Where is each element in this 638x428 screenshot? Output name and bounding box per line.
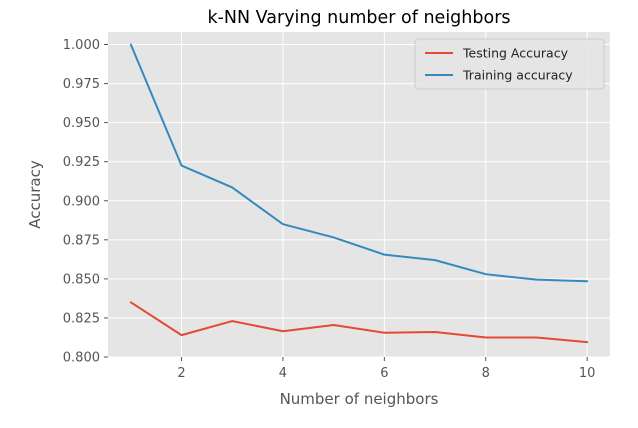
x-tick-label: 8 [482,366,490,381]
legend-box [414,38,605,90]
x-axis-label: Number of neighbors [280,390,439,408]
y-tick-label: 0.875 [63,233,100,248]
series-line-testing-accuracy [129,301,589,344]
legend-label: Training accuracy [462,68,573,83]
series-layer [129,43,589,344]
y-axis-label: Accuracy [26,160,44,229]
y-tick-label: 0.925 [63,155,100,170]
y-tick-label: 0.800 [63,351,100,366]
x-tick-label: 10 [579,366,596,381]
tick-layer: 0.800 0.825 0.850 0.875 0.900 0.925 0.950 0.975… [63,38,596,381]
legend: Testing Accuracy Training accuracy [414,38,605,90]
y-tick-label: 0.950 [63,116,100,131]
x-tick-label: 4 [279,366,287,381]
y-tick-label: 0.900 [63,194,100,209]
legend-label: Testing Accuracy [462,46,569,61]
x-tick-label: 6 [380,366,388,381]
y-tick-label: 0.975 [63,77,100,92]
x-tick-label: 2 [177,366,185,381]
series-line-training-accuracy [129,43,589,283]
chart-title: k-NN Varying number of neighbors [207,8,510,28]
y-tick-label: 0.850 [63,272,100,287]
y-tick-label: 0.825 [63,311,100,326]
grid [108,32,610,358]
y-tick-label: 1.000 [63,38,100,53]
